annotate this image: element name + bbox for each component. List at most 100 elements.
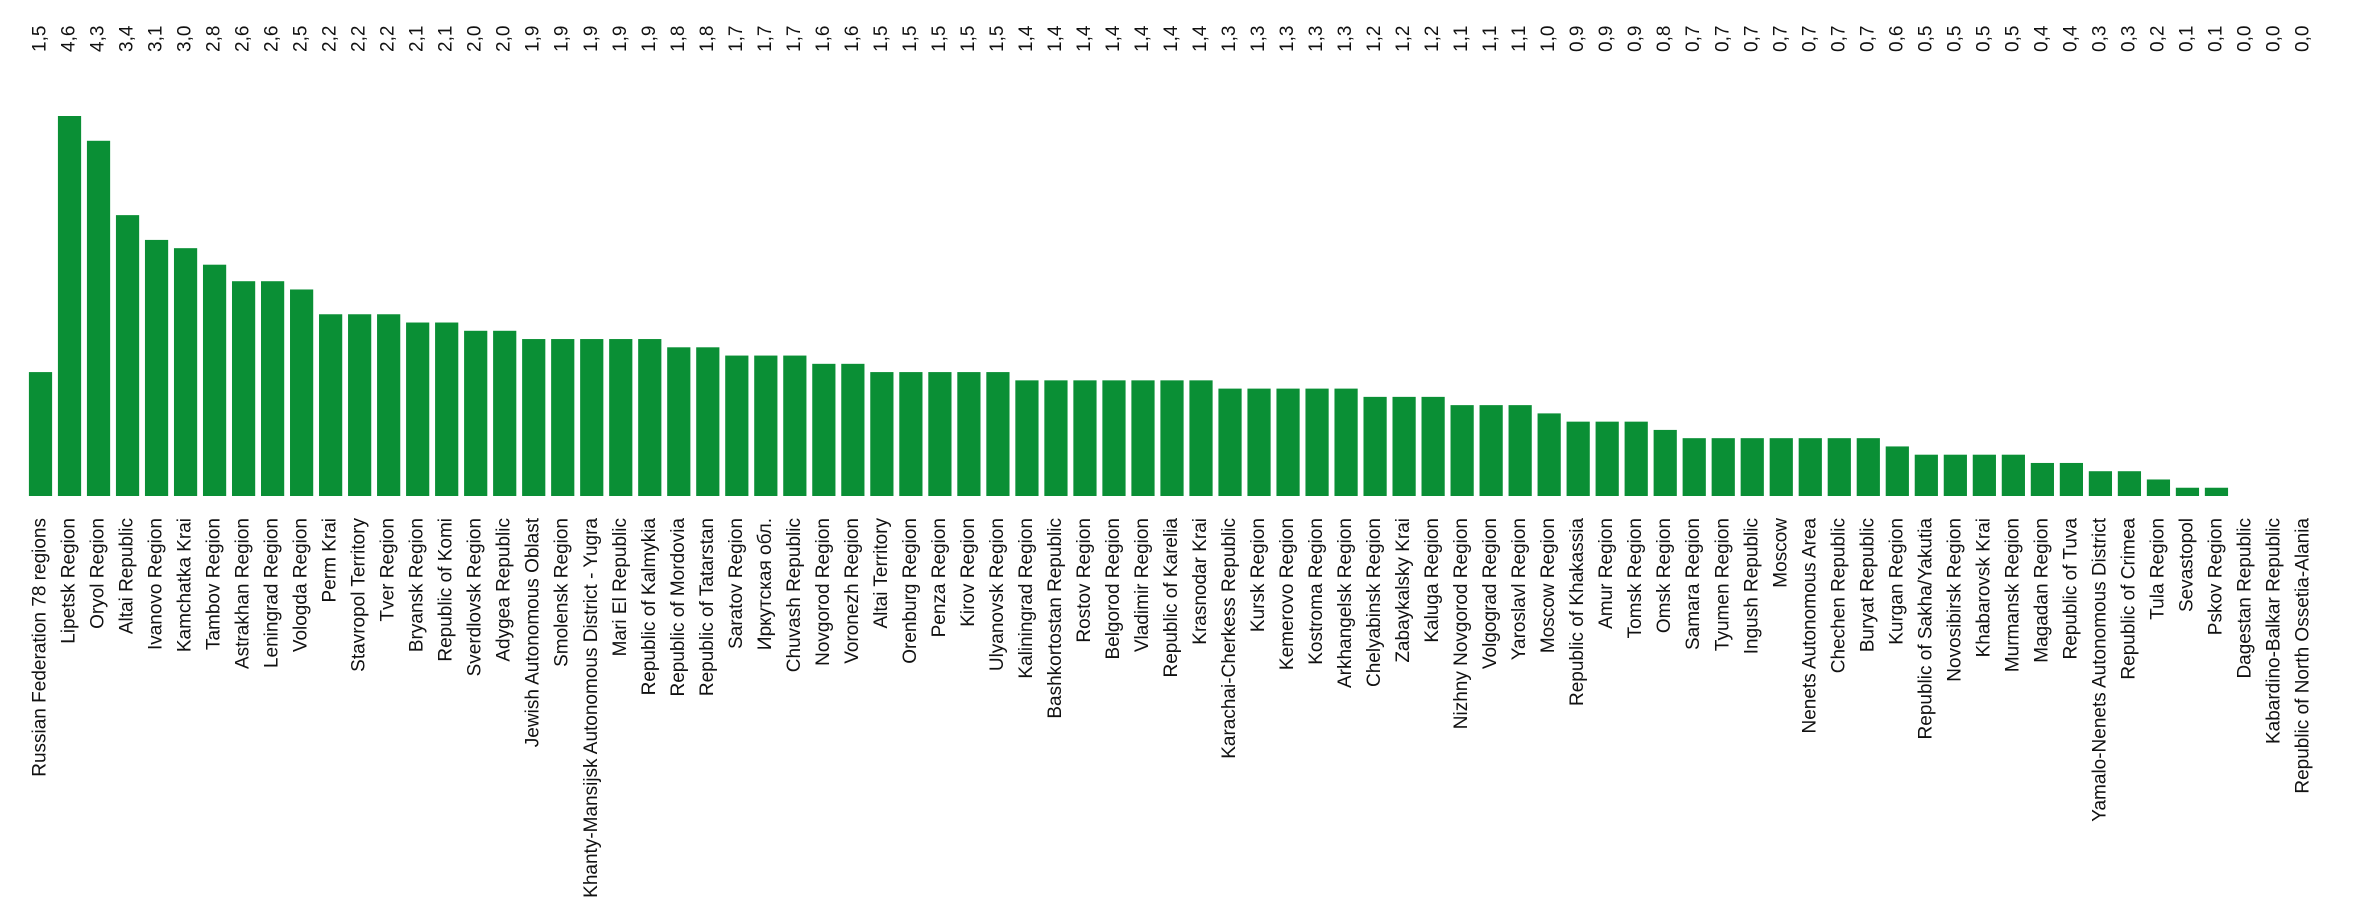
bar [28, 372, 53, 496]
x-tick-label: Иркутская обл. [755, 518, 776, 650]
value-label: 1,9 [581, 26, 602, 52]
value-label: 0,1 [2176, 26, 2197, 52]
bar [1711, 438, 1735, 496]
bar [86, 140, 111, 497]
value-label: 0,7 [1770, 26, 1791, 52]
bar [2088, 471, 2113, 496]
bar [2059, 462, 2083, 496]
bar [1305, 388, 1329, 496]
bar [899, 372, 923, 496]
x-tick-label: Altai Republic [117, 518, 138, 634]
bar [1479, 405, 1503, 496]
value-label: 2,8 [204, 26, 225, 52]
x-tick-label: Tambov Region [204, 518, 225, 650]
bar [261, 281, 285, 496]
x-tick-label: Saratov Region [726, 518, 747, 649]
bar [1595, 421, 1619, 496]
value-label: 1,7 [784, 26, 805, 52]
x-tick-label: Vladimir Region [1132, 518, 1153, 652]
bar [319, 314, 343, 496]
x-tick-label: Republic of Karelia [1161, 518, 1182, 678]
x-tick-label: Murmansk Region [2002, 518, 2023, 672]
x-tick-label: Nizhny Novgorod Region [1451, 518, 1472, 729]
bar [173, 248, 198, 496]
x-tick-label: Tomsk Region [1625, 518, 1646, 638]
bar [1624, 421, 1648, 496]
value-label: 2,0 [465, 26, 486, 52]
bar [841, 363, 865, 496]
x-tick-label: Kaluga Region [1422, 518, 1443, 643]
x-tick-label: Yaroslavl Region [1509, 518, 1530, 660]
value-label: 1,4 [1103, 25, 1124, 52]
bar [1392, 396, 1416, 496]
bar [754, 355, 778, 496]
value-label: 1,4 [1045, 25, 1066, 52]
bar [435, 322, 459, 496]
value-label: 2,1 [436, 26, 457, 52]
bar [1885, 446, 1909, 496]
value-label: 1,1 [1509, 26, 1530, 52]
value-label: 4,3 [88, 26, 109, 52]
x-tick-label: Republic of Sakha/Yakutia [1915, 518, 1936, 740]
x-tick-label: Novgorod Region [813, 518, 834, 666]
bar [1044, 380, 1068, 496]
bar [2001, 454, 2025, 496]
value-label: 0,5 [1973, 26, 1994, 52]
bar [1363, 396, 1387, 496]
x-tick-label: Republic of Mordovia [668, 518, 689, 697]
value-label: 1,3 [1306, 26, 1327, 52]
value-label: 1,4 [1016, 25, 1037, 52]
value-label: 0,2 [2147, 26, 2168, 52]
x-tick-label: Kursk Region [1248, 518, 1269, 632]
bar [377, 314, 401, 496]
x-tick-label: Republic of Kalmykia [639, 518, 660, 696]
value-label: 1,7 [726, 26, 747, 52]
value-label: 1,5 [871, 26, 892, 52]
value-label: 1,2 [1393, 26, 1414, 52]
value-label: 1,5 [900, 26, 921, 52]
x-tick-label: Tula Region [2147, 518, 2168, 620]
bar [1798, 438, 1822, 496]
x-tick-label: Amur Region [1596, 518, 1617, 629]
value-label: 0,0 [2234, 26, 2255, 52]
x-tick-label: Penza Region [929, 518, 950, 637]
x-tick-label: Buryat Republic [1857, 518, 1878, 652]
x-tick-label: Moscow [1770, 518, 1791, 588]
bar [202, 264, 227, 496]
bar [406, 322, 430, 496]
value-label: 1,8 [668, 26, 689, 52]
bar [1102, 380, 1126, 496]
value-label: 0,4 [2060, 25, 2081, 52]
x-tick-label: Oryol Region [88, 518, 109, 629]
bar [2146, 479, 2171, 496]
bar [1682, 438, 1706, 496]
value-label: 1,4 [1074, 25, 1095, 52]
x-tick-label: Magadan Region [2031, 518, 2052, 663]
x-tick-label: Republic of North Ossetia-Alania [2293, 518, 2314, 794]
x-tick-label: Karachai-Cherkess Republic [1219, 518, 1240, 759]
value-label: 3,4 [117, 25, 138, 52]
bar [638, 339, 662, 496]
bar [1450, 405, 1474, 496]
bar [1740, 438, 1764, 496]
value-label: 0,5 [1915, 26, 1936, 52]
bar [493, 330, 517, 496]
x-tick-label: Dagestan Republic [2234, 518, 2255, 679]
value-label: 1,5 [30, 26, 51, 52]
x-tick-label: Republic of Khakassia [1567, 518, 1588, 706]
bar [1566, 421, 1590, 496]
x-tick-label: Ivanovo Region [146, 518, 167, 650]
bar [870, 372, 894, 496]
x-tick-label: Jewish Autonomous Oblast [523, 517, 544, 747]
bar [1537, 413, 1561, 496]
x-tick-label: Voronezh Region [842, 518, 863, 664]
bar [522, 339, 546, 496]
x-tick-label: Khanty-Mansijsk Autonomous District - Yu… [581, 518, 602, 898]
bar [1972, 454, 1996, 496]
value-label: 1,5 [958, 26, 979, 52]
bar [1334, 388, 1358, 496]
x-tick-label: Republic of Crimea [2118, 518, 2139, 680]
value-label: 0,9 [1596, 26, 1617, 52]
x-tick-label: Stavropol Territory [349, 518, 370, 672]
x-tick-label: Moscow Region [1538, 518, 1559, 653]
